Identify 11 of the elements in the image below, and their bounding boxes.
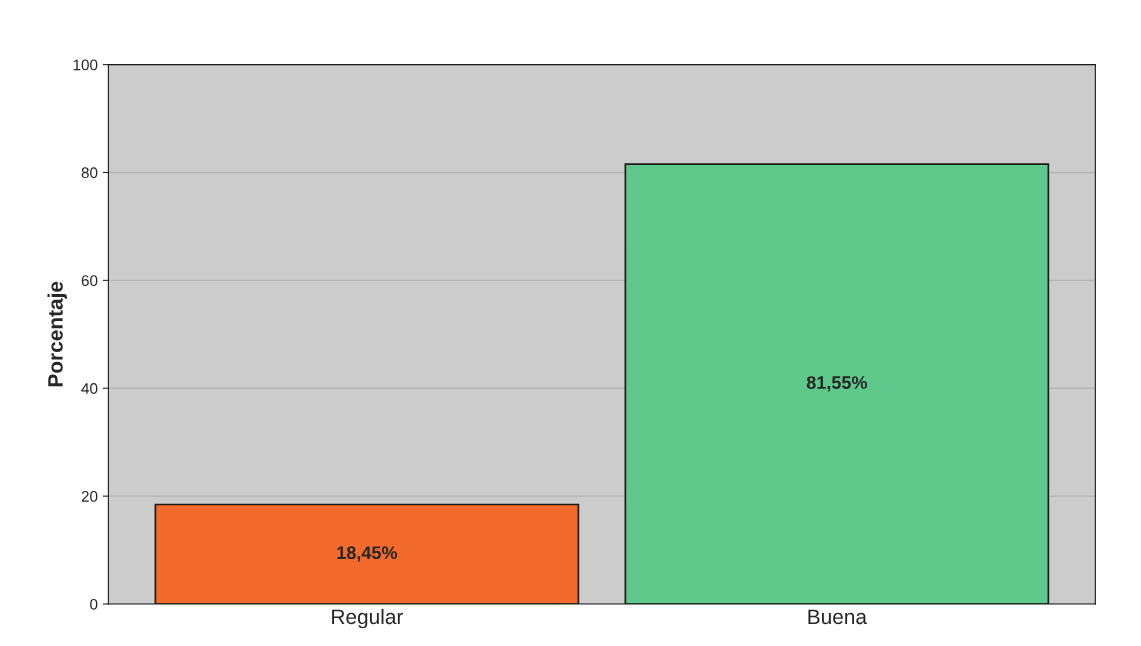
x-tick-label: Buena	[808, 609, 867, 625]
data-label: 18,45%	[337, 546, 398, 562]
y-tick-label: 60	[81, 275, 98, 287]
y-tick-label: 0	[90, 598, 98, 610]
x-tick-label: Regular	[332, 608, 404, 629]
y-tick-label: 80	[81, 167, 98, 179]
y-tick-label: 100	[73, 59, 98, 71]
y-tick-label: 40	[81, 383, 98, 394]
data-label: 81,55%	[806, 376, 868, 392]
y-tick-label: 20	[81, 491, 98, 502]
y-axis-title: Porcentaje	[47, 281, 67, 387]
